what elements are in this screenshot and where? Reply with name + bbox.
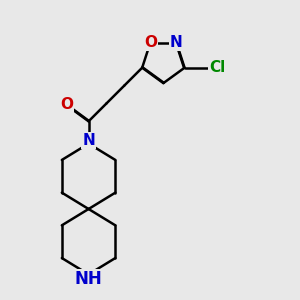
Text: O: O — [144, 35, 157, 50]
Text: NH: NH — [75, 270, 103, 288]
Text: N: N — [170, 35, 183, 50]
Text: O: O — [60, 98, 73, 112]
Text: N: N — [82, 133, 95, 148]
Text: Cl: Cl — [209, 60, 225, 75]
